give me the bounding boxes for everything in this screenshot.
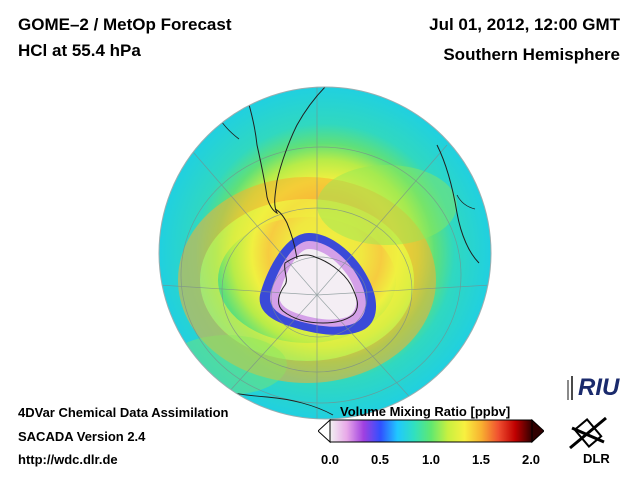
hcl-green-patch	[167, 335, 287, 395]
hcl-high-band	[178, 177, 436, 383]
antarctica-coastline	[278, 254, 358, 324]
species-level-label: HCl at 55.4 hPa	[18, 41, 141, 60]
dlr-logo-icon	[569, 416, 607, 450]
colorbar-tick-label: 2.0	[521, 452, 541, 467]
dlr-logo: DLR	[583, 451, 610, 466]
colorbar	[318, 418, 544, 444]
graticule	[159, 87, 491, 419]
africa-coastline	[436, 144, 480, 264]
hcl-green-patch	[317, 165, 457, 245]
colorbar-tick-label: 1.0	[421, 452, 441, 467]
globe-outline	[158, 86, 492, 420]
colorbar-bar	[329, 419, 533, 443]
colorbar-tick-label: 1.5	[471, 452, 491, 467]
colorbar-over-arrow	[531, 418, 544, 444]
product-title: GOME–2 / MetOp Forecast	[18, 15, 232, 34]
antarctic-peninsula-coastline	[274, 208, 298, 260]
south-america-coastline	[242, 87, 328, 215]
hcl-collar	[200, 199, 414, 361]
colorbar-tick-label: 0.0	[320, 452, 340, 467]
southern-hemisphere-map	[158, 86, 492, 420]
colorbar-under-arrow	[318, 418, 331, 444]
polar-vortex-core	[279, 249, 357, 320]
hemisphere-label: Southern Hemisphere	[443, 45, 620, 64]
forecast-date: Jul 01, 2012, 12:00 GMT	[429, 15, 620, 34]
riu-logo-mark	[567, 376, 573, 400]
colorbar-title: Volume Mixing Ratio [ppbv]	[340, 404, 511, 419]
coastline	[456, 194, 476, 210]
assimilation-label: 4DVar Chemical Data Assimilation	[18, 405, 229, 420]
riu-logo: RIU	[578, 374, 620, 401]
website-link[interactable]: http://wdc.dlr.de	[18, 452, 118, 467]
colorbar-tick-label: 0.5	[370, 452, 390, 467]
version-label: SACADA Version 2.4	[18, 429, 146, 444]
